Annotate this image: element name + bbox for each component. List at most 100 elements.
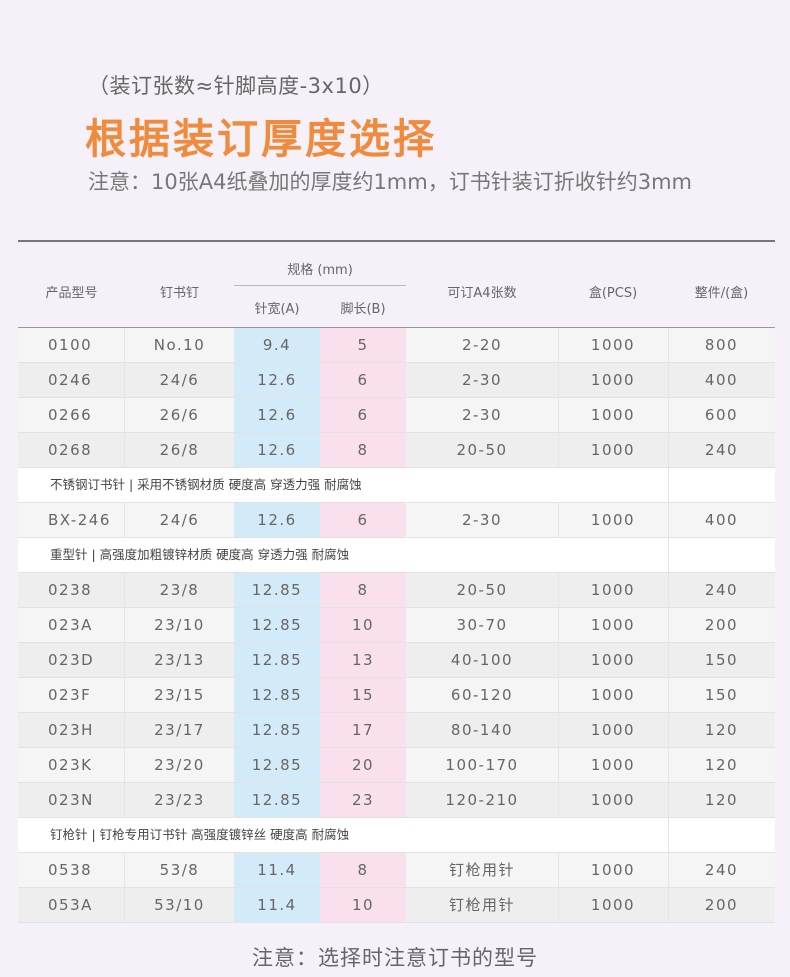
cell-sheets: 2-20 [406,328,559,362]
cell-box: 1000 [558,503,669,537]
cell-sheets: 30-70 [406,608,559,642]
cell-sheets: 2-30 [406,363,559,397]
table-row: 0268 26/8 12.6 8 20-50 1000 240 [18,433,775,468]
cell-leg: 15 [320,678,406,712]
header-leg: 脚长(B) [340,302,386,317]
cell-sheets: 钉枪用针 [406,853,559,887]
table-row: 023D 23/13 12.85 13 40-100 1000 150 [18,643,775,678]
header-model: 产品型号 [45,286,98,301]
table-row: 0100 No.10 9.4 5 2-20 1000 800 [18,328,775,363]
cell-leg: 13 [320,643,406,677]
cell-width: 11.4 [234,888,320,922]
cell-nail: 23/23 [125,783,235,817]
cell-width: 9.4 [234,328,320,362]
cell-leg: 6 [320,503,406,537]
cell-box: 1000 [558,748,669,782]
header-spec-divider [234,285,406,286]
cell-leg: 5 [320,328,406,362]
section-header-text: 重型针 | 高强度加粗镀锌材质 硬度高 穿透力强 耐腐蚀 [50,547,350,562]
cell-model: 023A [18,608,125,642]
cell-width: 12.85 [234,573,320,607]
cell-box: 1000 [558,643,669,677]
cell-model: 0238 [18,573,125,607]
section-divider [668,468,669,502]
header-nail: 钉书钉 [159,286,199,301]
section-header: 钉枪针 | 钉枪专用订书针 高强度镀锌丝 硬度高 耐腐蚀 [18,818,775,853]
section-header-text: 钉枪针 | 钉枪专用订书针 高强度镀锌丝 硬度高 耐腐蚀 [50,827,350,842]
header-width: 针宽(A) [254,302,300,317]
cell-width: 12.85 [234,713,320,747]
cell-carton: 800 [704,336,739,354]
cell-width: 12.85 [234,608,320,642]
cell-carton: 240 [704,581,739,599]
footer-note: 注意：选择时注意订书的型号 [252,946,538,970]
cell-leg: 23 [320,783,406,817]
cell-model: 0538 [18,853,125,887]
cell-sheets: 20-50 [406,433,559,467]
cell-nail: 24/6 [125,363,235,397]
cell-leg: 10 [320,608,406,642]
table-row: 053A 53/10 11.4 10 钉枪用针 1000 200 [18,888,775,923]
cell-width: 12.6 [234,363,320,397]
cell-width: 12.85 [234,643,320,677]
cell-leg: 8 [320,433,406,467]
header-spec: 规格 (mm) [287,263,353,278]
cell-model: 023N [18,783,125,817]
cell-box: 1000 [558,573,669,607]
header-box: 盒(PCS) [588,286,638,301]
cell-box: 1000 [558,853,669,887]
section-divider [668,538,669,572]
cell-leg: 6 [320,363,406,397]
cell-width: 12.6 [234,433,320,467]
table-row: 023H 23/17 12.85 17 80-140 1000 120 [18,713,775,748]
spec-table: 0100 No.10 9.4 5 2-20 1000 800 0246 24/6 12.6 6 2-3… [18,328,775,923]
cell-width: 12.6 [234,398,320,432]
table-row: 023A 23/10 12.85 10 30-70 1000 200 [18,608,775,643]
section-header-text: 不锈钢订书针 | 采用不锈钢材质 硬度高 穿透力强 耐腐蚀 [50,477,362,492]
table-row: 0246 24/6 12.6 6 2-30 1000 400 [18,363,775,398]
cell-model: 053A [18,888,125,922]
cell-leg: 8 [320,573,406,607]
cell-box: 1000 [558,398,669,432]
cell-sheets: 60-120 [406,678,559,712]
section-header: 重型针 | 高强度加粗镀锌材质 硬度高 穿透力强 耐腐蚀 [18,538,775,573]
cell-leg: 10 [320,888,406,922]
cell-sheets: 2-30 [406,503,559,537]
cell-leg: 17 [320,713,406,747]
cell-carton: 400 [704,371,739,389]
cell-width: 12.85 [234,748,320,782]
cell-carton: 150 [704,651,739,669]
cell-carton: 600 [704,406,739,424]
cell-box: 1000 [558,888,669,922]
cell-nail: No.10 [125,328,235,362]
cell-carton: 120 [704,756,739,774]
cell-nail: 23/15 [125,678,235,712]
top-divider [18,240,775,242]
cell-box: 1000 [558,328,669,362]
header-divider [18,327,775,328]
cell-box: 1000 [558,433,669,467]
cell-leg: 6 [320,398,406,432]
cell-nail: 23/8 [125,573,235,607]
cell-carton: 120 [704,721,739,739]
cell-nail: 23/13 [125,643,235,677]
cell-box: 1000 [558,608,669,642]
cell-model: 0268 [18,433,125,467]
cell-carton: 240 [704,861,739,879]
cell-box: 1000 [558,678,669,712]
cell-carton: 400 [704,511,739,529]
cell-model: 023H [18,713,125,747]
cell-nail: 53/8 [125,853,235,887]
cell-sheets: 2-30 [406,398,559,432]
cell-carton: 240 [704,441,739,459]
cell-box: 1000 [558,713,669,747]
cell-nail: 23/10 [125,608,235,642]
table-row: 0238 23/8 12.85 8 20-50 1000 240 [18,573,775,608]
cell-model: BX-246 [18,503,125,537]
formula-text: （装订张数≈针脚高度-3x10） [88,74,384,98]
cell-sheets: 120-210 [406,783,559,817]
cell-carton: 200 [704,616,739,634]
header-sheets: 可订A4张数 [447,286,517,301]
cell-width: 12.85 [234,783,320,817]
cell-width: 12.85 [234,678,320,712]
